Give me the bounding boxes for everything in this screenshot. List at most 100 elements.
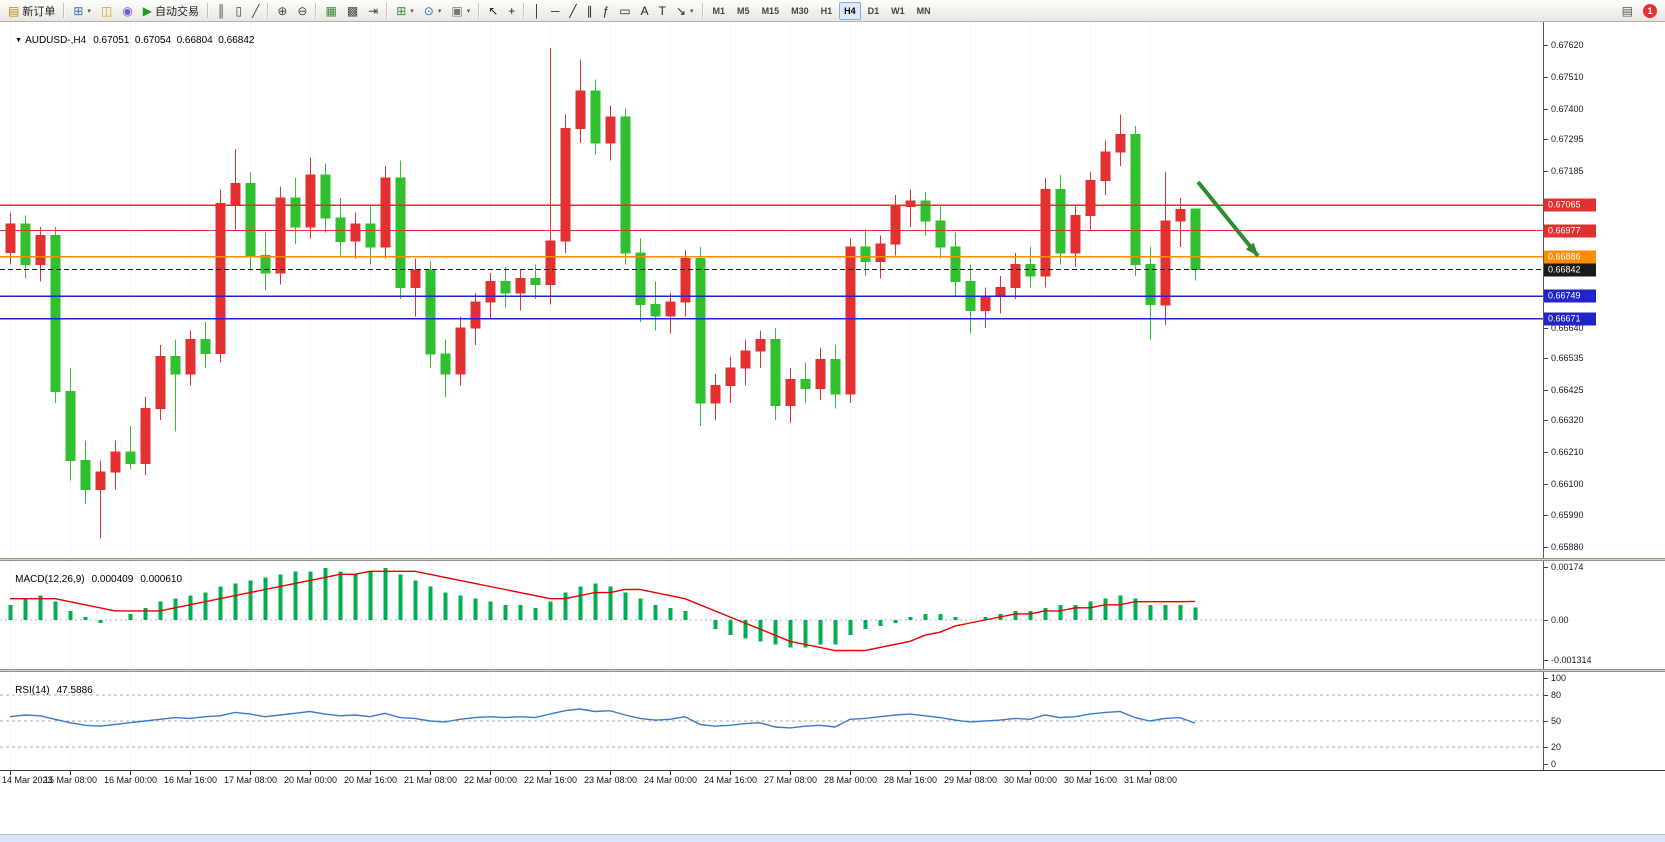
time-tick: [1030, 771, 1031, 775]
crosshair-button[interactable]: +: [504, 1, 519, 21]
price-tick-label: 0.67620: [1551, 40, 1584, 51]
arrows-button[interactable]: ↘ ▾: [672, 1, 698, 21]
rsi-panel: RSI(14) 47.5886 100 80 50 20 0: [0, 672, 1665, 770]
candle: [260, 232, 271, 291]
timeframe-w1-button[interactable]: W1: [891, 5, 905, 16]
price-tick: [1544, 547, 1548, 549]
trendline-button[interactable]: ╱: [565, 1, 580, 21]
alerts-button[interactable]: ▤: [1618, 1, 1637, 21]
timeframe-h4-button[interactable]: H4: [839, 1, 861, 20]
toolbar-separator: [386, 3, 389, 18]
candle: [65, 368, 76, 481]
text-button[interactable]: A: [637, 1, 653, 21]
time-tick: [1150, 771, 1151, 775]
equidistant-channel-button[interactable]: ∥: [583, 1, 597, 21]
price-tick-label: 0.66320: [1551, 415, 1584, 426]
fibonacci-button[interactable]: ƒ: [599, 1, 614, 21]
tile-windows-button[interactable]: ▦: [321, 1, 340, 21]
cursor-button[interactable]: ↖: [484, 1, 502, 21]
panel-splitter-1[interactable]: [0, 558, 1665, 561]
time-tick: [190, 771, 191, 775]
new-order-button[interactable]: ▤ 新订单: [4, 1, 59, 21]
rsi-tick: [1544, 721, 1548, 722]
line-chart-button[interactable]: ╱: [248, 1, 263, 21]
time-tick: [730, 771, 731, 775]
templates-caret-icon: ▾: [466, 7, 471, 15]
time-tick: [430, 771, 431, 775]
horizontal-scrollbar[interactable]: [0, 834, 1665, 842]
candle: [845, 238, 856, 403]
new-indicator-button[interactable]: ⊞ ▾: [392, 1, 418, 21]
candlestick-chart-icon: ▯: [235, 3, 243, 18]
window-bottom: [0, 786, 1665, 842]
symbol-dropdown-icon[interactable]: ▼: [15, 37, 23, 44]
vertical-line-button[interactable]: │: [529, 1, 545, 21]
time-tick: [790, 771, 791, 775]
chart-shift-button[interactable]: ⇥: [364, 1, 382, 21]
cursor-icon: ↖: [488, 3, 499, 18]
trend-arrow[interactable]: [1196, 180, 1260, 258]
price-tick: [1544, 138, 1548, 140]
price-scale[interactable]: 0.67620 0.67510 0.67400 0.67295 0.67185 0.666…: [1543, 22, 1665, 558]
time-axis[interactable]: 14 Mar 2023 15 Mar 08:00 16 Mar 00:00 16 Ma…: [0, 770, 1665, 786]
candle: [215, 189, 226, 363]
zoom-in-button[interactable]: ⊕: [273, 1, 291, 21]
timeframe-h1-button[interactable]: H1: [820, 5, 833, 16]
candle: [1100, 140, 1111, 196]
candle: [5, 212, 16, 265]
candle: [785, 368, 796, 423]
candle: [290, 177, 301, 245]
timeframe-mn-button[interactable]: MN: [916, 5, 931, 16]
fibonacci-icon: ƒ: [602, 3, 610, 18]
periods-button[interactable]: ⊙ ▾: [420, 1, 446, 21]
timeframe-m15-button[interactable]: M15: [761, 5, 780, 16]
price-tick-label: 0.66640: [1551, 322, 1584, 333]
price-tick: [1544, 451, 1548, 453]
price-tick-label: 0.65990: [1551, 510, 1584, 521]
candle: [140, 397, 151, 475]
macd-tick: [1544, 567, 1548, 568]
zoom-out-button[interactable]: ⊖: [293, 1, 311, 21]
equidistant-channel-icon: ∥: [586, 3, 593, 18]
profiles-button[interactable]: ◫: [97, 1, 116, 21]
panel-splitter-2[interactable]: [0, 669, 1665, 672]
timeframe-m1-button[interactable]: M1: [712, 5, 726, 16]
shapes-button[interactable]: ▭: [615, 1, 634, 21]
timeframe-m30-button[interactable]: M30: [791, 5, 809, 16]
zoom-out-icon: ⊖: [297, 3, 308, 18]
trendline-icon: ╱: [569, 3, 577, 18]
timeframe-m5-button[interactable]: M5: [737, 5, 750, 16]
candle: [440, 339, 451, 397]
time-label: 20 Mar 00:00: [284, 775, 338, 785]
candlestick-chart-button[interactable]: ▯: [232, 1, 247, 21]
bar-chart-button[interactable]: ║: [213, 1, 230, 21]
auto-trading-button[interactable]: ▶ 自动交易: [139, 1, 203, 21]
templates-icon: ▣: [451, 3, 463, 18]
templates-button[interactable]: ▣ ▾: [447, 1, 474, 21]
price-tick: [1544, 389, 1548, 391]
price-tick: [1544, 358, 1548, 360]
horizontal-line-button[interactable]: ─: [547, 1, 564, 21]
new-indicator-caret-icon: ▾: [410, 7, 414, 15]
rsi-tick: [1544, 764, 1548, 765]
periods-caret-icon: ▾: [437, 7, 442, 15]
shapes-icon: ▭: [619, 3, 631, 18]
charts-button[interactable]: ⊞ ▾: [69, 1, 95, 21]
cascade-windows-button[interactable]: ▩: [343, 1, 362, 21]
candle: [1145, 247, 1156, 340]
candle: [20, 215, 31, 279]
rsi-tick-label: 0: [1551, 759, 1557, 769]
time-tick: [670, 771, 671, 775]
price-tick-label: 0.67295: [1551, 133, 1584, 144]
price-tick: [1544, 483, 1548, 485]
timeframe-d1-button[interactable]: D1: [867, 5, 880, 16]
rsi-scale: 100 80 50 20 0: [1543, 672, 1665, 770]
data-window-button[interactable]: ◉: [118, 1, 136, 21]
toolbar-separator: [315, 3, 318, 18]
candle: [365, 206, 376, 265]
price-chart-plot[interactable]: [0, 22, 1543, 558]
current-price-badge: 0.66842: [1544, 263, 1596, 277]
time-label: 28 Mar 00:00: [824, 775, 878, 785]
text-label-button[interactable]: T: [655, 1, 670, 21]
rsi-plot: [0, 672, 1543, 770]
